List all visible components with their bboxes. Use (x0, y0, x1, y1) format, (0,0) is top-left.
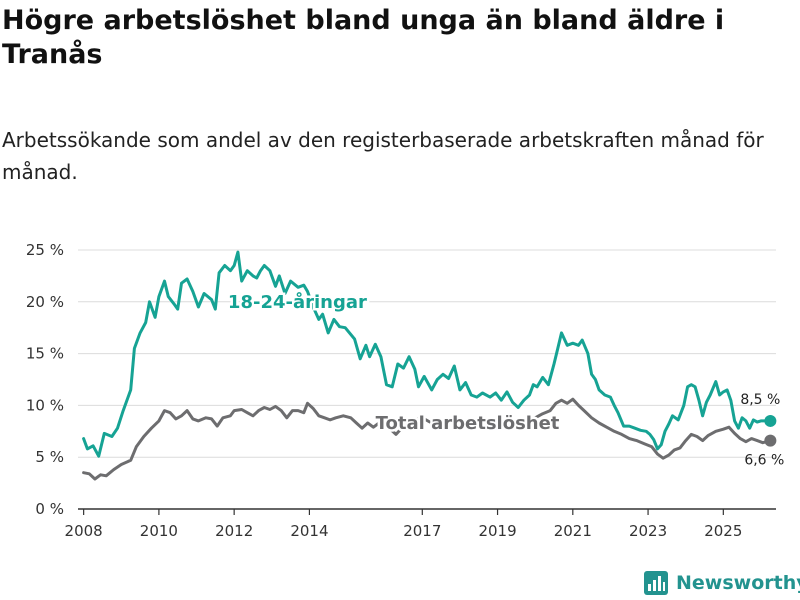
total-series-label: Total arbetslöshet (376, 413, 560, 434)
series-labels: 18-24-åringar Total arbetslöshet 8,5 % 6,6 … (225, 288, 784, 469)
page-subtitle: Arbetssökande som andel av den registerb… (2, 128, 764, 184)
x-tick-label: 2025 (704, 522, 742, 540)
series-lines (82, 250, 777, 481)
youth-end-value-label: 8,5 % (740, 392, 780, 408)
youth-end-point (764, 414, 777, 427)
y-axis: 0 % 5 % 10 % 15 % 20 % 25 % (26, 241, 64, 518)
page-title: Högre arbetslöshet bland unga än bland ä… (2, 5, 725, 70)
y-tick-label: 10 % (26, 396, 64, 414)
youth-series-line (82, 250, 772, 458)
brand-name: Newsworthy (676, 572, 800, 594)
total-end-value-label: 6,6 % (744, 453, 784, 469)
total-end-point (764, 434, 777, 447)
x-axis: 2008 2010 2012 2014 2017 2019 2021 2023 2025 (65, 508, 776, 540)
y-tick-label: 25 % (26, 241, 64, 259)
youth-series-label: 18-24-åringar (228, 291, 367, 313)
x-tick-label: 2010 (140, 522, 178, 540)
total-series-line (82, 397, 772, 481)
x-tick-label: 2019 (478, 522, 516, 540)
newsworthy-brand[interactable]: Newsworthy (644, 568, 800, 598)
newsworthy-logo-icon (644, 571, 668, 595)
y-tick-label: 20 % (26, 293, 64, 311)
x-tick-label: 2008 (65, 522, 103, 540)
x-tick-label: 2023 (629, 522, 667, 540)
y-tick-label: 15 % (26, 345, 64, 363)
x-tick-label: 2017 (403, 522, 441, 540)
x-tick-label: 2021 (554, 522, 592, 540)
y-tick-label: 0 % (35, 500, 64, 518)
x-tick-label: 2012 (215, 522, 253, 540)
y-tick-label: 5 % (35, 448, 64, 466)
x-tick-label: 2014 (290, 522, 328, 540)
